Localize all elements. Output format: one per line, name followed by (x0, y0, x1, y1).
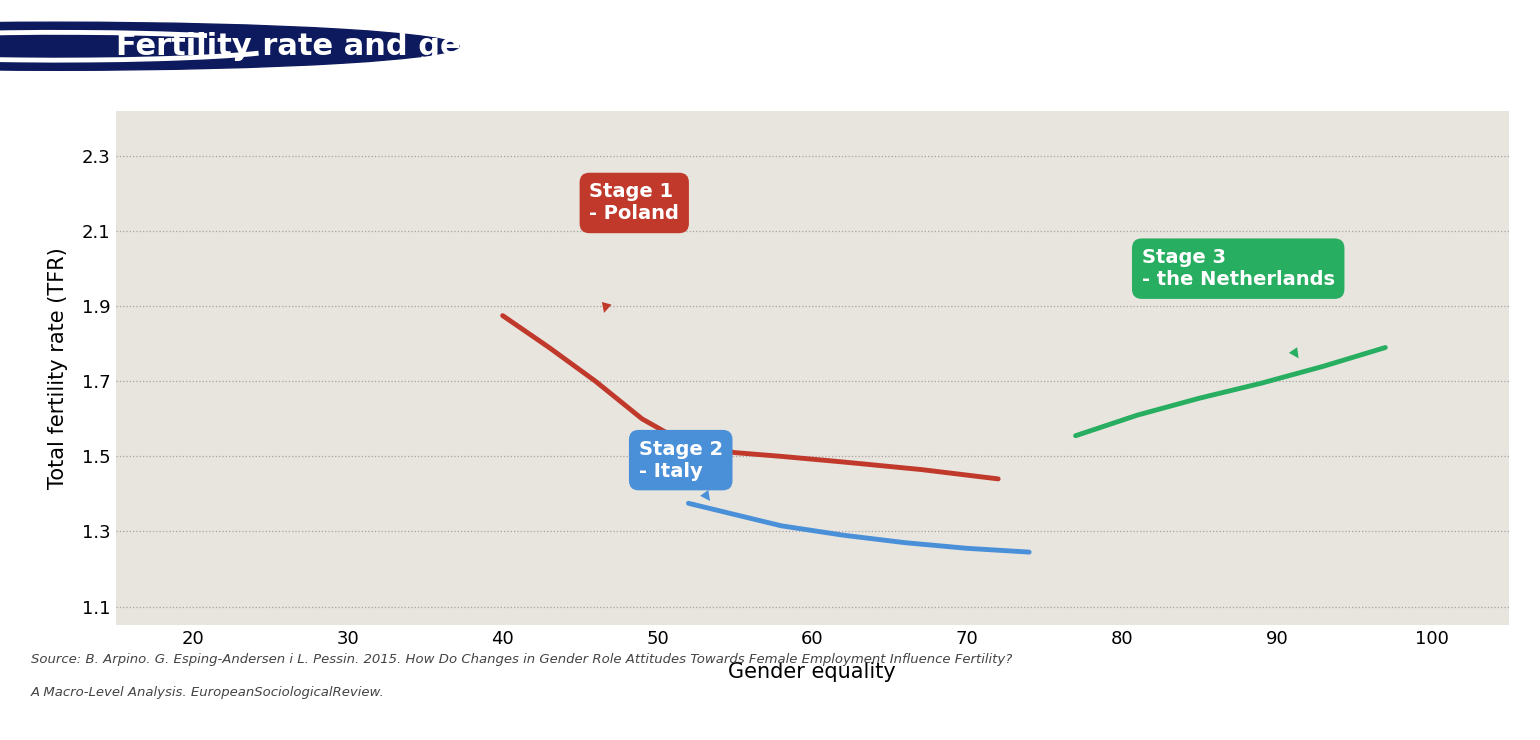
Text: A Macro-Level Analysis. EuropeanSociologicalReview.: A Macro-Level Analysis. EuropeanSociolog… (31, 686, 385, 699)
Text: Stage 2
- Italy: Stage 2 - Italy (639, 440, 722, 501)
Text: Source: B. Arpino. G. Esping-Andersen i L. Pessin. 2015. How Do Changes in Gende: Source: B. Arpino. G. Esping-Andersen i … (31, 653, 1012, 666)
Text: Fertility rate and gender equality on the labour market and in society: Fertility rate and gender equality on th… (116, 32, 1314, 61)
X-axis label: Gender equality: Gender equality (728, 662, 896, 682)
Circle shape (0, 22, 459, 70)
Text: Stage 1
- Poland: Stage 1 - Poland (590, 183, 679, 313)
Circle shape (0, 11, 644, 81)
Y-axis label: Total fertility rate (TFR): Total fertility rate (TFR) (48, 247, 68, 489)
Text: Stage 3
- the Netherlands: Stage 3 - the Netherlands (1141, 248, 1335, 358)
